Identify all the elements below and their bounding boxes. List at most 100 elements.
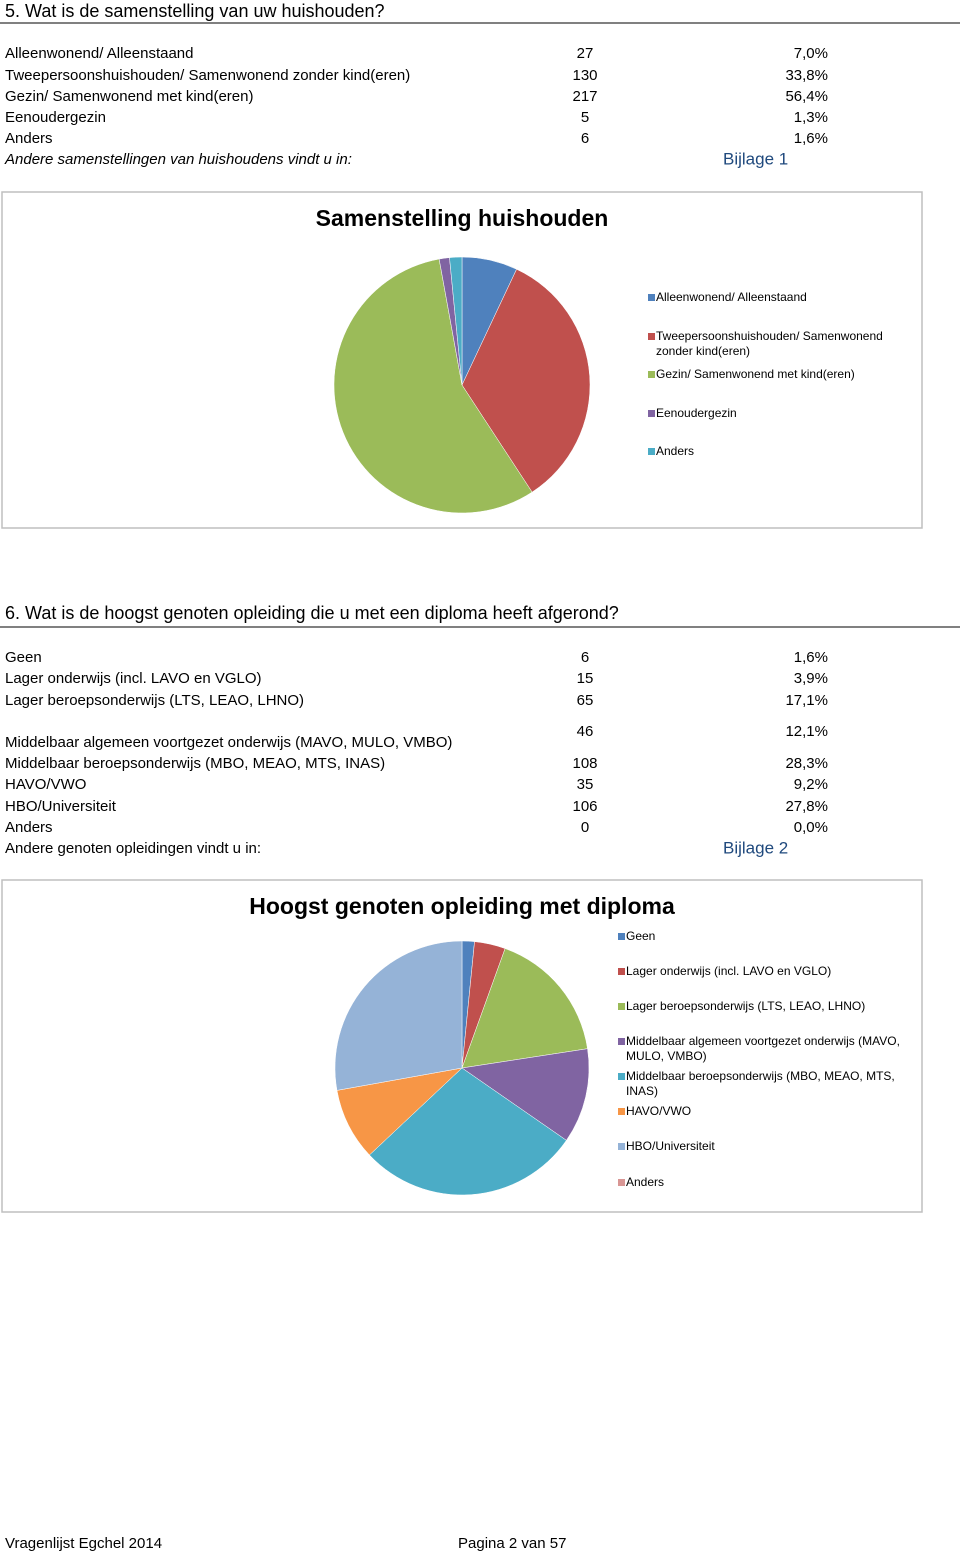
legend-line: Eenoudergezin: [656, 406, 737, 420]
pie-slice: [369, 1067, 567, 1196]
legend-swatch: [618, 1003, 625, 1010]
footer-left: Vragenlijst Egchel 2014: [5, 1535, 162, 1552]
row-label: HAVO/VWO: [5, 776, 86, 793]
row-count: 46: [577, 723, 594, 740]
row-label: Middelbaar beroepsonderwijs (MBO, MEAO, …: [5, 755, 385, 772]
row-count: 15: [577, 670, 594, 687]
row-label: HBO/Universiteit: [5, 798, 117, 815]
legend-line: Anders: [656, 444, 694, 458]
row-label: Gezin/ Samenwonend met kind(eren): [5, 88, 253, 105]
row-count: 0: [581, 819, 589, 836]
legend-swatch: [618, 1179, 625, 1186]
legend-line: MULO, VMBO): [626, 1049, 707, 1063]
row-label: Middelbaar algemeen voortgezet onderwijs…: [5, 734, 452, 751]
legend-swatch: [648, 294, 655, 301]
row-percent: 12,1%: [785, 723, 828, 740]
legend-line: Middelbaar algemeen voortgezet onderwijs…: [626, 1034, 900, 1048]
legend-swatch: [618, 1073, 625, 1080]
legend-swatch: [648, 410, 655, 417]
legend-line: Lager beroepsonderwijs (LTS, LEAO, LHNO): [626, 999, 865, 1013]
legend-label: Alleenwonend/ Alleenstaand: [656, 290, 807, 304]
footer-right: Pagina 2 van 57: [458, 1535, 566, 1552]
row-percent: 17,1%: [785, 692, 828, 709]
row-count: 6: [581, 649, 589, 666]
row-percent: 1,6%: [794, 649, 828, 666]
row-label: Alleenwonend/ Alleenstaand: [5, 45, 193, 62]
row-percent: 56,4%: [785, 88, 828, 105]
legend-label: Tweepersoonshuishouden/ Samenwonend zonde…: [656, 329, 883, 358]
row-label: Anders: [5, 130, 53, 147]
pie-slice: [461, 1048, 590, 1141]
pie-slice: [449, 256, 463, 386]
pie-slice: [461, 268, 591, 493]
legend-swatch: [648, 333, 655, 340]
chart-title: Hoogst genoten opleiding met diploma: [249, 893, 675, 919]
legend-swatch: [648, 448, 655, 455]
legend-swatch: [648, 371, 655, 378]
legend-line: INAS): [626, 1084, 658, 1098]
row-percent: 1,6%: [794, 130, 828, 147]
chart-title: Samenstelling huishouden: [316, 205, 609, 231]
row-label: Tweepersoonshuishouden/ Samenwonend zond…: [5, 67, 410, 84]
row-percent: 28,3%: [785, 755, 828, 772]
row-count: 65: [577, 692, 594, 709]
legend-label: Anders: [656, 444, 694, 458]
legend-line: zonder kind(eren): [656, 344, 750, 358]
legend-swatch: [618, 1143, 625, 1150]
legend-line: Gezin/ Samenwonend met kind(eren): [656, 367, 855, 381]
row-count: 27: [577, 45, 594, 62]
legend-line: Geen: [626, 929, 655, 943]
row-count: 5: [581, 109, 589, 126]
legend-line: HBO/Universiteit: [626, 1139, 715, 1153]
pie-slice: [461, 948, 588, 1069]
note: Andere samenstellingen van huishoudens v…: [4, 151, 352, 168]
section-heading: 6. Wat is de hoogst genoten opleiding di…: [5, 603, 619, 623]
legend-swatch: [618, 1038, 625, 1045]
row-label: Eenoudergezin: [5, 109, 106, 126]
legend-swatch: [618, 968, 625, 975]
legend-swatch: [618, 1108, 625, 1115]
legend-label: Gezin/ Samenwonend met kind(eren): [656, 367, 855, 381]
legend-label: Anders: [626, 1175, 664, 1189]
legend-label: HAVO/VWO: [626, 1104, 691, 1118]
appendix-link[interactable]: Bijlage 1: [723, 149, 788, 168]
row-percent: 1,3%: [794, 109, 828, 126]
row-count: 35: [577, 776, 594, 793]
legend-label: Lager onderwijs (incl. LAVO en VGLO): [626, 964, 831, 978]
legend-label: Geen: [626, 929, 655, 943]
row-percent: 33,8%: [785, 67, 828, 84]
legend-label: Lager beroepsonderwijs (LTS, LEAO, LHNO): [626, 999, 865, 1013]
row-label: Anders: [5, 819, 53, 836]
pie-slice: [333, 258, 533, 514]
legend-label: Eenoudergezin: [656, 406, 737, 420]
section-heading: 5. Wat is de samenstelling van uw huisho…: [5, 1, 385, 21]
row-percent: 7,0%: [794, 45, 828, 62]
legend-line: HAVO/VWO: [626, 1104, 691, 1118]
row-count: 217: [572, 88, 597, 105]
legend-line: Tweepersoonshuishouden/ Samenwonend: [656, 329, 883, 343]
row-label: Lager beroepsonderwijs (LTS, LEAO, LHNO): [5, 692, 304, 709]
legend-swatch: [618, 933, 625, 940]
row-count: 6: [581, 130, 589, 147]
legend-line: Alleenwonend/ Alleenstaand: [656, 290, 807, 304]
legend-line: Anders: [626, 1175, 664, 1189]
legend-line: Lager onderwijs (incl. LAVO en VGLO): [626, 964, 831, 978]
legend-line: Middelbaar beroepsonderwijs (MBO, MEAO, …: [626, 1069, 895, 1083]
row-label: Lager onderwijs (incl. LAVO en VGLO): [5, 670, 262, 687]
row-percent: 9,2%: [794, 776, 828, 793]
row-percent: 3,9%: [794, 670, 828, 687]
legend-label: HBO/Universiteit: [626, 1139, 715, 1153]
row-count: 106: [572, 798, 597, 815]
legend-label: Middelbaar beroepsonderwijs (MBO, MEAO, …: [626, 1069, 895, 1098]
legend-label: Middelbaar algemeen voortgezet onderwijs…: [626, 1034, 900, 1063]
pie-slice: [334, 940, 463, 1091]
row-percent: 27,8%: [785, 798, 828, 815]
row-percent: 0,0%: [794, 819, 828, 836]
appendix-link[interactable]: Bijlage 2: [723, 838, 788, 857]
row-count: 130: [572, 67, 597, 84]
note: Andere genoten opleidingen vindt u in:: [5, 840, 261, 857]
row-count: 108: [572, 755, 597, 772]
row-label: Geen: [5, 649, 42, 666]
